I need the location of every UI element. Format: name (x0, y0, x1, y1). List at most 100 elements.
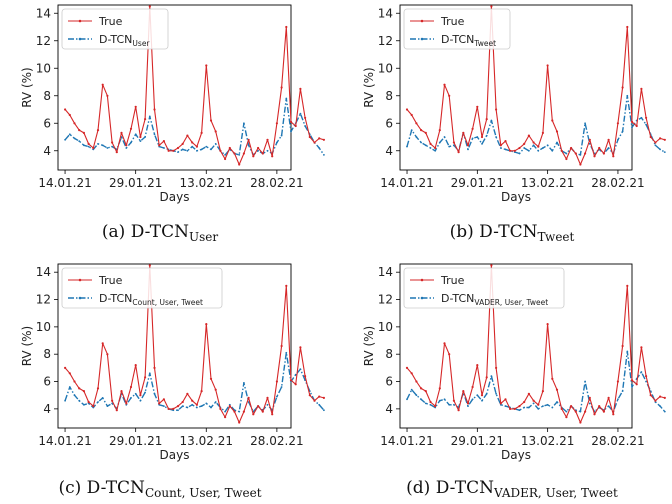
x-axis-label: Days (501, 190, 531, 204)
data-point-true (304, 375, 307, 378)
data-point-true (462, 131, 465, 134)
data-point-true (115, 151, 118, 154)
data-point-dtcn (429, 403, 432, 406)
data-point-true (120, 131, 123, 134)
series-line-true (64, 5, 325, 166)
data-point-true (588, 396, 591, 399)
data-point-true (308, 135, 311, 139)
data-point-dtcn (429, 147, 432, 149)
data-point-dtcn (565, 152, 568, 155)
data-point-dtcn (490, 375, 493, 377)
data-point-true (630, 379, 634, 382)
data-point-true (499, 402, 502, 405)
x-tick-label: 14.01.21 (38, 176, 91, 190)
data-point-true (257, 146, 260, 150)
data-point-true (420, 129, 423, 132)
data-point-true (176, 146, 180, 150)
data-point-dtcn (621, 390, 624, 392)
data-point-dtcn (191, 403, 194, 406)
panel-caption: (d) D-TCNVADER, User, Tweet (406, 478, 618, 500)
y-tick-label: 8 (385, 89, 393, 103)
data-point-true (457, 151, 460, 154)
y-tick-label: 12 (36, 293, 51, 307)
data-point-true (621, 86, 624, 89)
data-point-dtcn (290, 130, 292, 133)
data-point-dtcn (579, 154, 582, 156)
series-line-true (406, 264, 665, 424)
data-point-true (285, 25, 288, 29)
data-point-dtcn (139, 140, 142, 143)
data-point-dtcn (434, 149, 437, 152)
data-point-true (224, 416, 227, 419)
legend: True D-TCNCount, User, Tweet (61, 267, 223, 309)
data-point-dtcn (144, 391, 147, 394)
caption-main: (a) D-TCN (102, 222, 189, 242)
data-point-true (443, 83, 446, 86)
x-tick-label: 13.02.21 (521, 176, 574, 190)
y-tick-label: 6 (43, 116, 51, 130)
x-tick-label: 14.01.21 (380, 176, 433, 190)
data-point-true (405, 366, 409, 369)
data-point-true (191, 141, 194, 144)
data-point-dtcn (471, 137, 474, 140)
data-point-true (101, 342, 104, 345)
data-point-dtcn (443, 398, 446, 401)
data-point-dtcn (243, 382, 245, 384)
data-point-true (167, 407, 170, 410)
data-point-true (429, 400, 432, 404)
data-point-dtcn (588, 402, 591, 405)
data-point-dtcn (476, 136, 479, 138)
data-point-true (271, 155, 274, 158)
data-point-true (261, 152, 264, 155)
data-point-dtcn (467, 148, 469, 151)
data-point-true (438, 387, 441, 390)
data-point-dtcn (415, 136, 418, 138)
data-point-dtcn (438, 399, 441, 402)
data-point-true (228, 146, 231, 150)
data-point-dtcn (97, 401, 99, 403)
panel-caption: (a) D-TCNUser (102, 222, 218, 244)
legend-label-main: True (440, 274, 465, 287)
legend-label-subscript: User (132, 39, 150, 48)
legend-label-subscript: Tweet (473, 39, 496, 48)
y-tick-label: 10 (378, 61, 393, 75)
caption-main: (b) D-TCN (450, 222, 538, 242)
data-point-true (318, 137, 321, 140)
data-point-true (523, 400, 526, 404)
data-point-true (518, 146, 521, 150)
data-point-true (162, 398, 165, 401)
data-point-true (313, 141, 316, 144)
data-point-true (579, 163, 582, 166)
data-point-dtcn (406, 145, 408, 148)
data-point-dtcn (481, 143, 483, 145)
data-point-true (593, 155, 596, 158)
data-point-true (645, 375, 648, 378)
y-tick-label: 4 (43, 402, 51, 416)
chart-panel-1: 4 6 8 10 12 14 14.01.21 29.01.21 13.02.21 28.02.2… (362, 4, 666, 244)
data-point-dtcn (205, 402, 208, 405)
data-point-true (579, 421, 582, 424)
data-point-dtcn (438, 141, 441, 144)
data-point-dtcn (83, 144, 85, 147)
data-point-true (485, 118, 488, 121)
data-point-dtcn (663, 410, 666, 413)
data-point-dtcn (518, 152, 521, 155)
plot-frame (399, 4, 633, 171)
data-point-dtcn (323, 154, 325, 156)
data-point-dtcn (476, 394, 479, 397)
data-point-true (115, 409, 118, 412)
y-tick-label: 14 (36, 265, 51, 279)
data-point-dtcn (523, 147, 526, 149)
data-point-true (294, 383, 297, 386)
data-point-true (574, 410, 577, 413)
data-point-dtcn (448, 145, 451, 148)
caption-subscript: Count, User, Tweet (145, 486, 262, 500)
data-point-dtcn (196, 406, 198, 409)
data-point-dtcn (528, 149, 530, 152)
data-point-dtcn (276, 395, 278, 398)
data-point-dtcn (607, 147, 610, 149)
data-point-true (602, 152, 606, 155)
data-point-true (612, 413, 615, 416)
data-point-true (181, 142, 184, 145)
legend-label-true: True (440, 274, 465, 287)
